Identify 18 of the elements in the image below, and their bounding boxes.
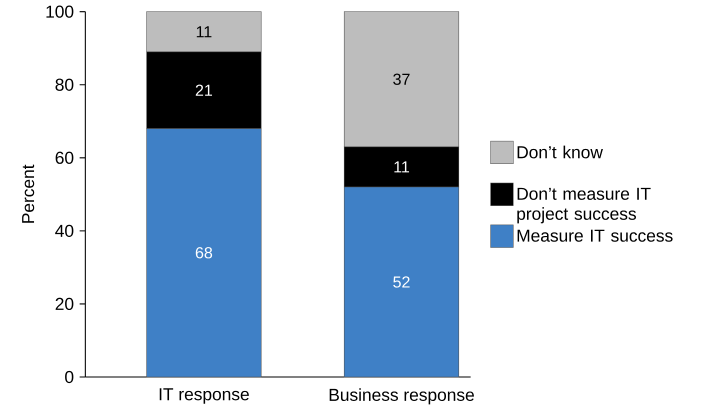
data-label: 52 — [393, 276, 410, 288]
y-tick-label: 80 — [56, 78, 74, 91]
y-tick-label: 40 — [55, 224, 74, 237]
y-tick-label: 100 — [46, 6, 74, 18]
data-label: 11 — [394, 161, 410, 172]
y-tick-label: 60 — [56, 152, 74, 164]
data-label: 68 — [196, 247, 212, 258]
y-tick-label: 0 — [65, 370, 74, 384]
x-tick-label: Business response — [330, 388, 474, 404]
data-label: 11 — [196, 26, 212, 38]
data-label: 37 — [393, 74, 410, 85]
legend-label: Don’t measure IT project success — [517, 188, 651, 224]
x-tick-label: IT response — [160, 388, 249, 404]
y-axis-title: Percent — [22, 164, 34, 223]
data-label: 21 — [196, 84, 212, 96]
y-tick-label: 20 — [56, 298, 74, 310]
legend-label: Measure IT success — [518, 230, 673, 242]
legend-label: Don’t know — [518, 146, 603, 158]
